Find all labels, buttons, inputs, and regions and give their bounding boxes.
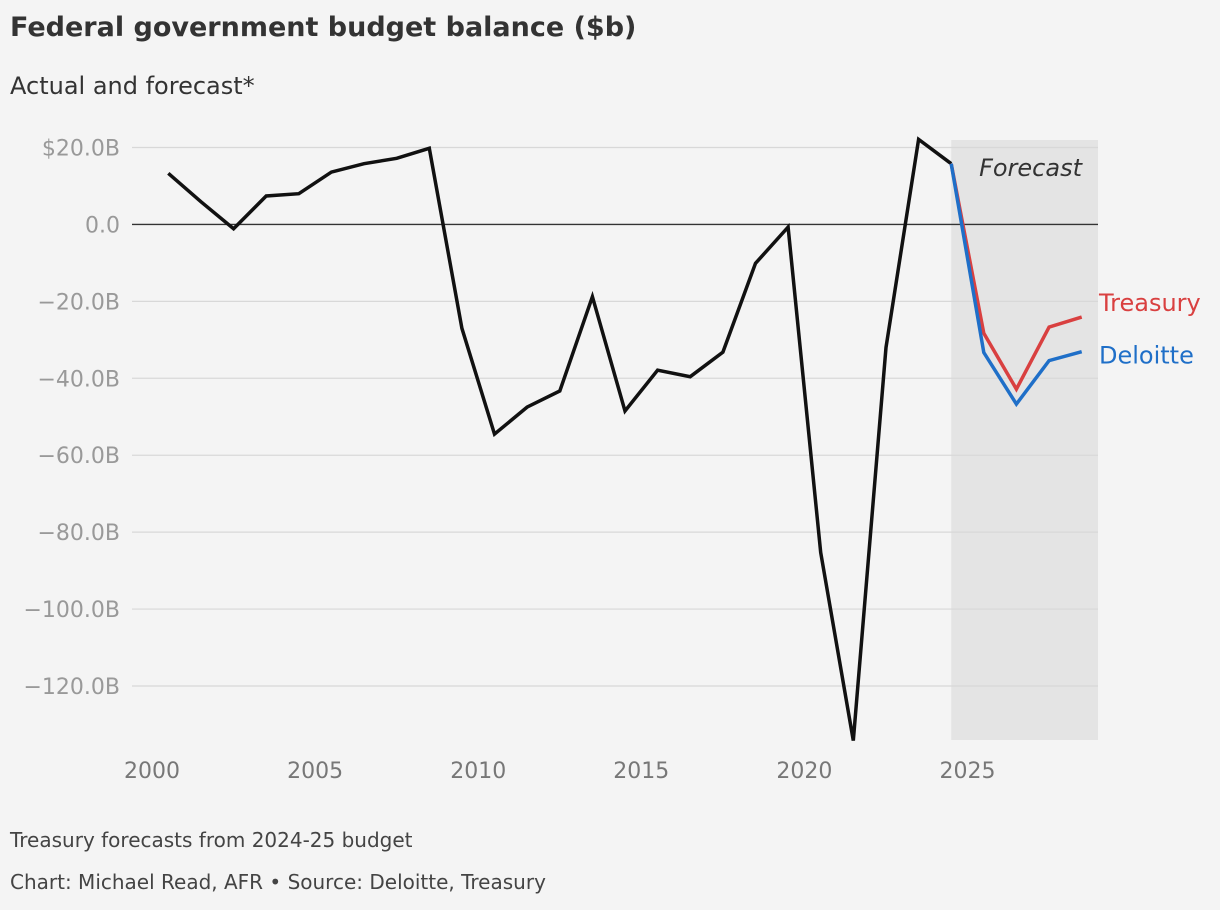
deloitte-series-line (949, 163, 1083, 408)
y-tick-label: −120.0B (23, 675, 120, 700)
x-tick-label: 2015 (613, 759, 669, 784)
y-tick-label: −100.0B (23, 598, 120, 623)
chart-subtitle: Actual and forecast* (10, 72, 255, 100)
treasury-series-line (949, 163, 1083, 393)
x-tick-label: 2005 (287, 759, 343, 784)
chart-title: Federal government budget balance ($b) (10, 12, 637, 43)
y-tick-label: 0.0 (85, 213, 120, 238)
deloitte-label: Deloitte (1099, 342, 1194, 370)
x-tick-label: 2020 (776, 759, 832, 784)
forecast-label: Forecast (979, 154, 1084, 182)
actual-series-line (167, 136, 953, 741)
x-tick-label: 2010 (450, 759, 506, 784)
budget-balance-chart: $20.0B 0.0 −20.0B −40.0B −60.0B −80.0B −100.0B… (23, 136, 1201, 784)
y-tick-label: −40.0B (37, 367, 120, 392)
x-tick-label: 2025 (940, 759, 996, 784)
footnote: Treasury forecasts from 2024-25 budget (10, 828, 413, 852)
y-tick-label: −20.0B (37, 290, 120, 315)
y-tick-label: −80.0B (37, 521, 120, 546)
y-tick-label: $20.0B (42, 137, 120, 162)
y-tick-label: −60.0B (37, 444, 120, 469)
source-credit: Chart: Michael Read, AFR • Source: Deloi… (10, 870, 546, 894)
x-tick-label: 2000 (124, 759, 180, 784)
forecast-region (951, 140, 1098, 740)
treasury-label: Treasury (1098, 289, 1201, 317)
